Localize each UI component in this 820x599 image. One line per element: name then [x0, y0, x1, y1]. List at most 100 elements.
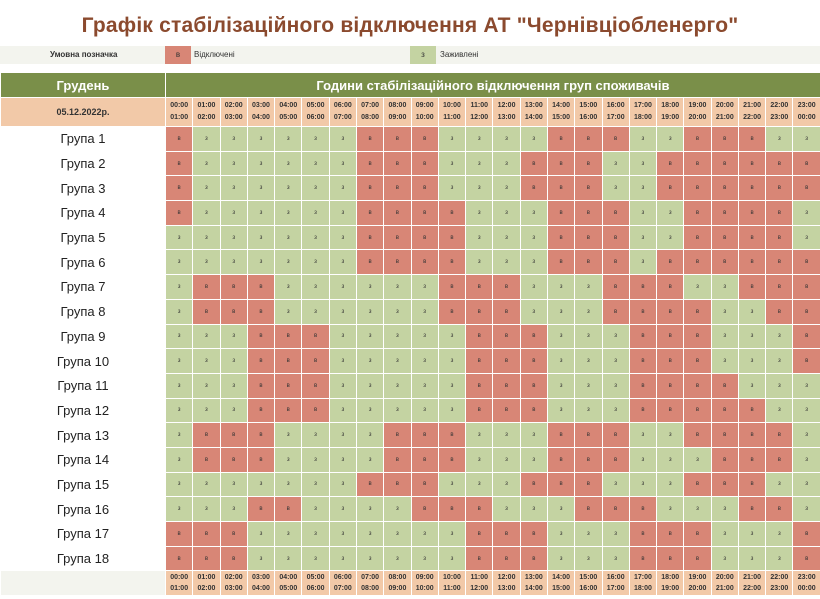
slot-cell: в — [465, 323, 494, 350]
slot-cell: з — [219, 200, 248, 226]
slot-cell: в — [574, 224, 603, 251]
slot-cell: в — [164, 175, 194, 202]
page-title: Графік стабілізаційного відключення АТ "… — [81, 14, 739, 37]
slot-cell: з — [465, 175, 494, 202]
slot-cell: в — [465, 298, 494, 325]
group-name: Група 8 — [0, 298, 166, 325]
slot-cell: в — [219, 521, 248, 547]
slot-cell: в — [737, 446, 767, 473]
slot-cell: з — [656, 200, 685, 226]
slot-cell: з — [328, 397, 357, 424]
slot-cell: в — [792, 323, 820, 350]
month-header: Грудень — [0, 72, 166, 98]
slot-cell: з — [355, 521, 385, 547]
hour-header-10: 10:00 11:00 — [437, 97, 467, 127]
slot-cell: з — [192, 496, 221, 522]
slot-cell: з — [274, 224, 303, 251]
group-name: Група 13 — [0, 422, 166, 448]
slot-cell: з — [410, 298, 439, 325]
slot-cell: з — [274, 175, 303, 202]
group-name: Група 11 — [0, 372, 166, 399]
slot-cell: з — [574, 521, 603, 547]
slot-cell: з — [274, 471, 303, 498]
slot-cell: з — [355, 274, 385, 300]
slot-cell: в — [274, 397, 303, 424]
slot-cell: з — [246, 175, 276, 202]
slot-cell: в — [656, 150, 685, 177]
slot-cell: з — [383, 545, 412, 572]
group-name: Група 5 — [0, 224, 166, 251]
slot-cell: з — [465, 126, 494, 152]
slot-cell: з — [437, 175, 467, 202]
slot-cell: в — [710, 224, 739, 251]
slot-cell: в — [383, 200, 412, 226]
group-name: Група 1 — [0, 126, 166, 152]
footer-hour-6: 06:00 07:00 — [328, 570, 357, 597]
slot-cell: в — [192, 274, 221, 300]
slot-cell: в — [628, 348, 658, 374]
slot-cell: з — [601, 471, 630, 498]
slot-cell: в — [519, 545, 548, 572]
slot-cell: в — [492, 348, 521, 374]
slot-cell: в — [519, 175, 548, 202]
hour-header-8: 08:00 09:00 — [383, 97, 412, 127]
slot-cell: з — [437, 521, 467, 547]
slot-cell: з — [519, 274, 548, 300]
slot-cell: в — [383, 150, 412, 177]
slot-cell: в — [737, 150, 767, 177]
slot-cell: в — [355, 224, 385, 251]
footer-hour-0: 00:00 01:00 — [164, 570, 194, 597]
slot-cell: з — [628, 249, 658, 276]
slot-cell: в — [683, 249, 712, 276]
slot-cell: в — [410, 224, 439, 251]
footer-hour-4: 04:00 05:00 — [274, 570, 303, 597]
slot-cell: з — [328, 545, 357, 572]
slot-cell: з — [328, 249, 357, 276]
slot-cell: з — [601, 545, 630, 572]
slot-cell: в — [546, 422, 576, 448]
slot-cell: в — [683, 397, 712, 424]
slot-cell: з — [301, 126, 330, 152]
slot-cell: з — [328, 200, 357, 226]
slot-cell: в — [383, 422, 412, 448]
slot-cell: з — [437, 471, 467, 498]
slot-cell: в — [546, 224, 576, 251]
slot-cell: в — [437, 298, 467, 325]
slot-cell: в — [437, 249, 467, 276]
slot-cell: з — [192, 200, 221, 226]
slot-cell: з — [546, 496, 576, 522]
group-row: Група 11 з з з в в в з з з з з в в в з з з в в в в з з з — [0, 372, 820, 399]
footer-hour-3: 03:00 04:00 — [246, 570, 276, 597]
slot-cell: з — [301, 521, 330, 547]
slot-cell: з — [519, 200, 548, 226]
slot-cell: з — [710, 545, 739, 572]
slot-cell: в — [628, 397, 658, 424]
slot-cell: з — [465, 224, 494, 251]
slot-cell: з — [465, 200, 494, 226]
slot-cell: в — [574, 150, 603, 177]
slot-cell: в — [465, 348, 494, 374]
slot-cell: з — [164, 471, 194, 498]
slot-cell: в — [765, 249, 794, 276]
footer-hour-13: 13:00 14:00 — [519, 570, 548, 597]
group-row: Група 13 з в в в з з з з в в в з з з в в в з з в в в в з — [0, 422, 820, 448]
slot-cell: з — [410, 323, 439, 350]
slot-cell: в — [301, 323, 330, 350]
slot-cell: в — [601, 298, 630, 325]
slot-cell: в — [410, 200, 439, 226]
slot-cell: в — [574, 126, 603, 152]
hour-header-0: 00:00 01:00 — [164, 97, 194, 127]
slot-cell: в — [601, 200, 630, 226]
group-name: Група 2 — [0, 150, 166, 177]
slot-cell: в — [410, 150, 439, 177]
footer-hour-9: 09:00 10:00 — [410, 570, 439, 597]
slot-cell: в — [628, 372, 658, 399]
legend-label: Умовна позначка — [50, 50, 118, 59]
footer-hour-22: 22:00 23:00 — [765, 570, 794, 597]
slot-cell: з — [601, 521, 630, 547]
slot-cell: в — [765, 175, 794, 202]
slot-cell: з — [628, 200, 658, 226]
footer-hours-row: 00:00 01:00 01:00 02:00 02:00 03:00 03:00 04:00… — [0, 570, 820, 597]
slot-cell: в — [765, 200, 794, 226]
